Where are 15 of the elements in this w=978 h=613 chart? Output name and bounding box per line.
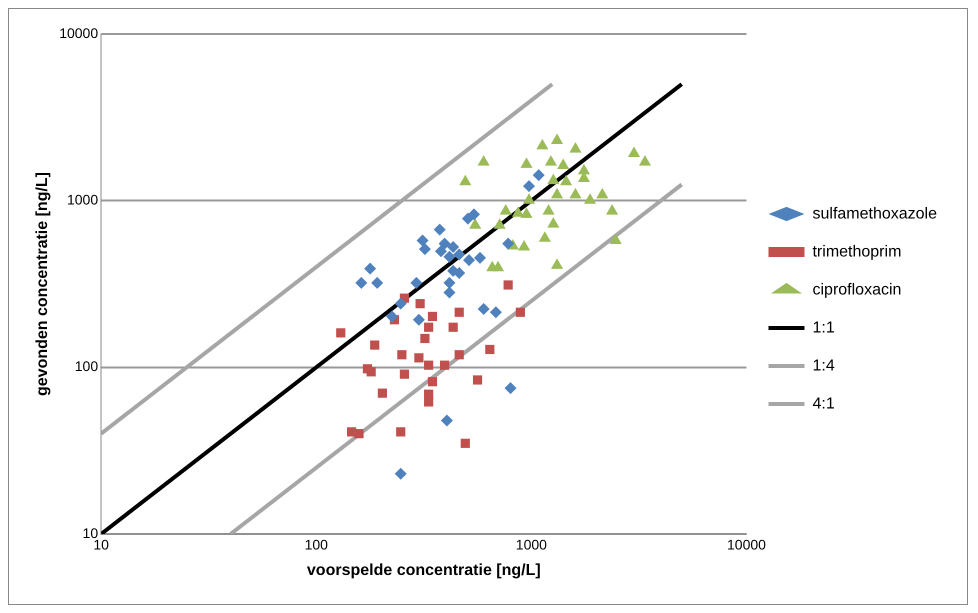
legend-label: sulfamethoxazole bbox=[812, 205, 938, 222]
y-tick-label: 10 bbox=[82, 524, 98, 541]
x-axis-title: voorspelde concentratie [ng/L] bbox=[306, 562, 541, 579]
y-axis-title: gevonden concentratie [ng/L] bbox=[34, 172, 52, 396]
y-tick-label: 10000 bbox=[59, 24, 98, 41]
x-tick-label: 10000 bbox=[727, 536, 766, 552]
legend-label: 1:4 bbox=[812, 357, 835, 374]
y-tick-label: 100 bbox=[74, 358, 98, 374]
x-tick-label: 1000 bbox=[516, 536, 548, 552]
legend-label: ciprofloxacin bbox=[812, 281, 902, 298]
legend-label: trimethoprim bbox=[812, 243, 902, 260]
legend-label: 4:1 bbox=[812, 395, 835, 412]
legend-label: 1:1 bbox=[812, 319, 835, 336]
y-tick-label: 1000 bbox=[66, 192, 98, 208]
x-tick-label: 100 bbox=[304, 536, 328, 552]
